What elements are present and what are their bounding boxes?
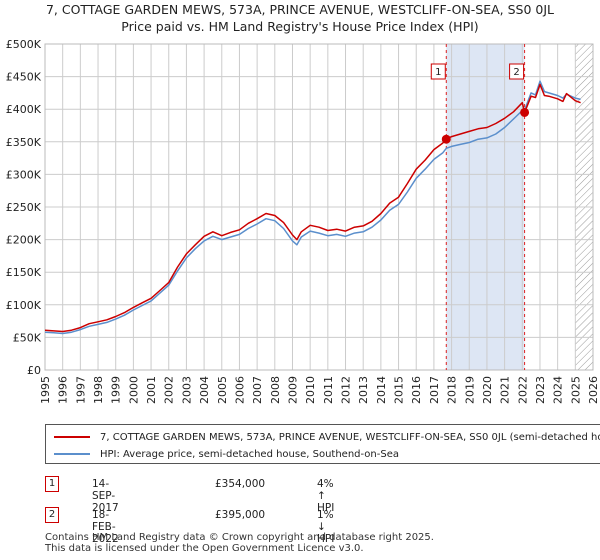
y-tick-label: £250K xyxy=(6,201,42,214)
transaction-label: 1 xyxy=(435,67,441,78)
x-tick-label: 2022 xyxy=(516,376,529,404)
x-tick-label: 2023 xyxy=(534,376,547,404)
x-tick-label: 2005 xyxy=(216,376,229,404)
transaction-date: 14-SEP-2017 xyxy=(92,478,119,514)
transaction-hpi: 1% ↓ HPI xyxy=(317,509,335,545)
y-tick-label: £500K xyxy=(6,38,42,51)
transaction-price: £354,000 xyxy=(215,478,266,490)
transaction-price: £395,000 xyxy=(215,509,266,521)
plot-frame xyxy=(44,43,594,371)
y-tick-label: £100K xyxy=(6,299,42,312)
y-tick-label: £300K xyxy=(6,168,42,181)
transaction-badge: 1 xyxy=(45,476,59,492)
y-tick-label: £450K xyxy=(6,71,42,84)
x-tick-label: 2014 xyxy=(375,376,388,404)
x-tick-label: 2002 xyxy=(163,376,176,404)
x-tick-label: 1996 xyxy=(57,376,70,404)
x-tick-label: 2012 xyxy=(340,376,353,404)
transaction-point xyxy=(520,107,530,117)
legend-label-property: 7, COTTAGE GARDEN MEWS, 573A, PRINCE AVE… xyxy=(100,431,600,443)
x-tick-label: 2013 xyxy=(357,376,370,404)
transaction-point xyxy=(441,134,451,144)
x-tick-label: 2004 xyxy=(198,376,211,404)
legend: 7, COTTAGE GARDEN MEWS, 573A, PRINCE AVE… xyxy=(45,424,600,464)
y-tick-label: £0 xyxy=(27,364,41,377)
chart-title-line2: Price paid vs. HM Land Registry's House … xyxy=(121,19,479,34)
x-tick-label: 1995 xyxy=(39,376,52,404)
transaction-date: 18-FEB-2022 xyxy=(92,509,119,545)
property-price-line xyxy=(45,83,581,333)
x-tick-label: 1998 xyxy=(92,376,105,404)
x-tick-label: 1997 xyxy=(74,376,87,404)
y-tick-label: £150K xyxy=(6,266,42,279)
chart-title-line1: 7, COTTAGE GARDEN MEWS, 573A, PRINCE AVE… xyxy=(45,2,555,17)
x-tick-label: 2011 xyxy=(322,376,335,404)
legend-label-hpi: HPI: Average price, semi-detached house,… xyxy=(100,448,399,460)
legend-item-hpi: HPI: Average price, semi-detached house,… xyxy=(54,446,399,462)
x-tick-label: 2020 xyxy=(481,376,494,404)
x-tick-label: 1999 xyxy=(110,376,123,404)
legend-item-property: 7, COTTAGE GARDEN MEWS, 573A, PRINCE AVE… xyxy=(54,429,600,445)
x-tick-label: 2024 xyxy=(552,376,565,404)
transaction-hpi: 4% ↑ HPI xyxy=(317,478,335,514)
y-tick-label: £50K xyxy=(13,331,42,344)
y-tick-label: £400K xyxy=(6,103,42,116)
legend-swatch-property xyxy=(54,436,90,438)
x-tick-label: 2001 xyxy=(145,376,158,404)
footer-license: This data is licensed under the Open Gov… xyxy=(45,543,364,554)
transaction-label-box xyxy=(430,63,446,80)
x-tick-label: 2025 xyxy=(569,376,582,404)
x-tick-label: 2018 xyxy=(446,376,459,404)
y-tick-label: £350K xyxy=(6,136,42,149)
x-tick-label: 2009 xyxy=(286,376,299,404)
price-chart: £0 £50K £100K £150K £200K £250K £300K £350K £400… xyxy=(6,38,600,404)
transaction-label-box xyxy=(509,63,525,80)
x-tick-label: 2016 xyxy=(410,376,423,404)
footer-copyright: Contains HM Land Registry data © Crown c… xyxy=(45,532,434,543)
x-tick-label: 2006 xyxy=(233,376,246,404)
x-tick-label: 2008 xyxy=(269,376,282,404)
x-tick-label: 2019 xyxy=(463,376,476,404)
x-tick-label: 2000 xyxy=(127,376,140,404)
x-tick-label: 2003 xyxy=(180,376,193,404)
legend-swatch-hpi xyxy=(54,453,90,455)
x-tick-label: 2026 xyxy=(587,376,600,404)
x-tick-label: 2010 xyxy=(304,376,317,404)
x-tick-label: 2017 xyxy=(428,376,441,404)
transaction-label: 2 xyxy=(513,67,519,78)
x-tick-label: 2015 xyxy=(393,376,406,404)
x-tick-label: 2021 xyxy=(499,376,512,404)
y-tick-label: £200K xyxy=(6,234,42,247)
transaction-badge: 2 xyxy=(45,507,59,523)
x-tick-label: 2007 xyxy=(251,376,264,404)
